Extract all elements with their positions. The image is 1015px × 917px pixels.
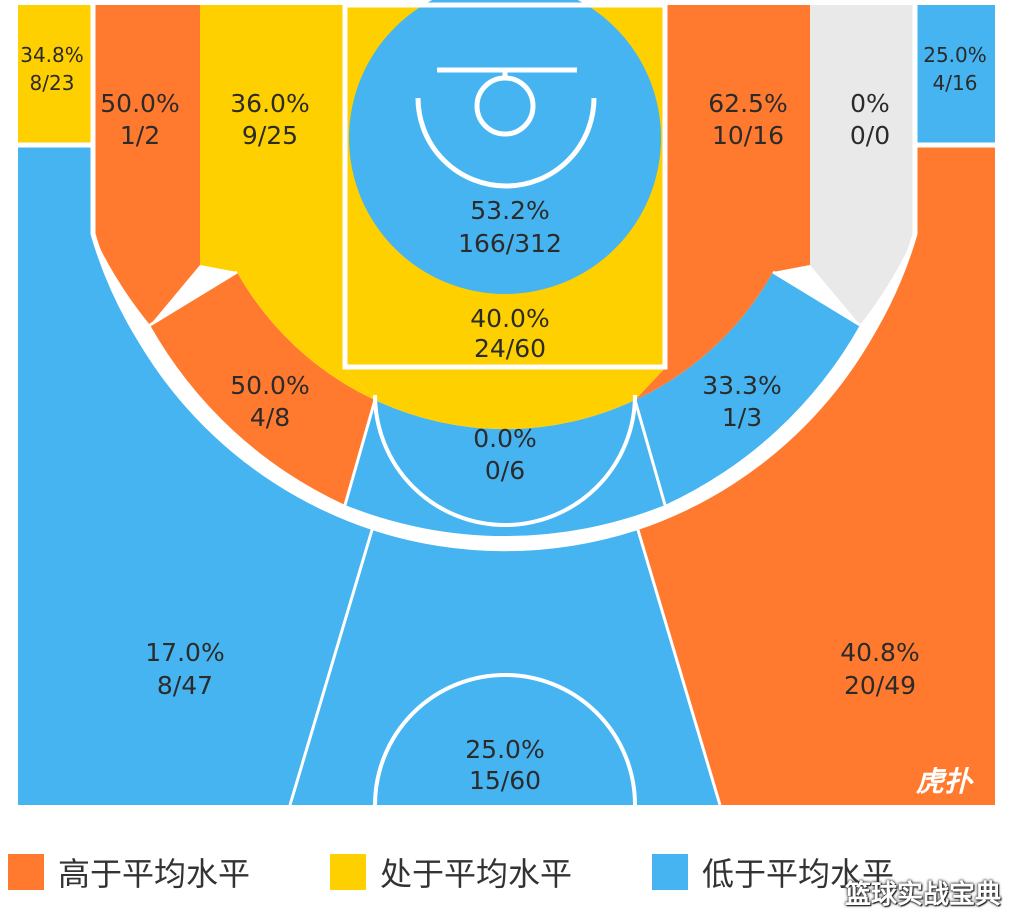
- zone-frac-top-three: 15/60: [469, 766, 541, 795]
- zone-pct-top-three: 25.0%: [465, 735, 544, 764]
- legend-item-above: 高于平均水平: [8, 852, 251, 893]
- zone-left-corner-three: [18, 5, 93, 145]
- zone-pct-left-wing-long-two: 50.0%: [230, 371, 309, 400]
- zone-right-wing-three: [638, 145, 995, 805]
- zone-frac-right-baseline-long-two: 0/0: [850, 121, 890, 150]
- three-point-line: [90, 5, 918, 546]
- zone-frac-right-wing-three: 20/49: [844, 671, 916, 700]
- zone-frac-left-baseline-long-two: 1/2: [120, 121, 160, 150]
- zone-pct-top-key-long-two: 0.0%: [473, 424, 537, 453]
- legend: 高于平均水平 处于平均水平 低于平均水平 篮球实战宝典: [0, 830, 1015, 917]
- half-court-circle: [373, 673, 637, 806]
- shot-chart: 34.8% 8/23 50.0% 1/2 36.0% 9/25 53.2% 166/312 62…: [18, 0, 995, 806]
- paint-box: [342, 2, 668, 370]
- zone-frac-restricted-area: 166/312: [458, 229, 562, 258]
- legend-label-above: 高于平均水平: [58, 855, 251, 893]
- zone-dividers: [149, 270, 861, 806]
- zone-left-baseline-long-two: [93, 5, 200, 325]
- zone-right-corner-three: [915, 5, 995, 145]
- zone-left-short-mid: [200, 5, 375, 400]
- zone-frac-right-wing-long-two: 1/3: [722, 403, 762, 432]
- zone-right-baseline-long-two: [810, 5, 915, 325]
- zone-frac-left-short-mid: 9/25: [242, 121, 298, 150]
- legend-item-average: 处于平均水平: [330, 852, 573, 893]
- zone-pct-right-short-mid: 62.5%: [708, 89, 787, 118]
- zone-pct-paint-non-ra: 40.0%: [470, 304, 549, 333]
- zone-top-three: [290, 530, 720, 805]
- zone-top-key-long-two: [345, 400, 665, 537]
- zone-pct-left-short-mid: 36.0%: [230, 89, 309, 118]
- zone-frac-paint-non-ra: 24/60: [474, 334, 546, 363]
- zone-right-wing-long-two: [635, 272, 860, 505]
- zone-left-wing-three: [18, 145, 372, 805]
- zone-pct-right-corner-three: 25.0%: [923, 43, 987, 67]
- zone-frac-left-wing-long-two: 4/8: [250, 403, 290, 432]
- zone-restricted-area: [349, 0, 661, 294]
- zone-pct-left-baseline-long-two: 50.0%: [100, 89, 179, 118]
- zone-pct-restricted-area: 53.2%: [470, 196, 549, 225]
- zone-pct-left-wing-three: 17.0%: [145, 638, 224, 667]
- zone-frac-right-corner-three: 4/16: [933, 71, 978, 95]
- restricted-arc: [415, 97, 597, 189]
- legend-label-average: 处于平均水平: [380, 855, 573, 893]
- zone-pct-right-wing-long-two: 33.3%: [702, 371, 781, 400]
- legend-item-below: 低于平均水平: [652, 852, 895, 893]
- legend-swatch-above: [8, 854, 44, 890]
- legend-label-below: 低于平均水平: [702, 855, 895, 893]
- free-throw-arc: [373, 394, 637, 527]
- zone-pct-right-baseline-long-two: 0%: [850, 89, 890, 118]
- zone-pct-right-wing-three: 40.8%: [840, 638, 919, 667]
- legend-swatch-average: [330, 854, 366, 890]
- zone-frac-left-corner-three: 8/23: [30, 71, 75, 95]
- zone-frac-top-key-long-two: 0/6: [485, 456, 525, 485]
- zone-frac-right-short-mid: 10/16: [712, 121, 784, 150]
- zone-left-wing-long-two: [150, 272, 375, 505]
- watermark: 篮球实战宝典: [844, 880, 1001, 910]
- zone-pct-left-corner-three: 34.8%: [20, 43, 84, 67]
- zone-right-short-mid: [635, 5, 810, 400]
- court-lines: [18, 2, 995, 806]
- legend-swatch-below: [652, 854, 688, 890]
- rim: [474, 75, 536, 137]
- hupu-logo: 虎扑: [916, 765, 973, 798]
- zone-frac-left-wing-three: 8/47: [157, 671, 213, 700]
